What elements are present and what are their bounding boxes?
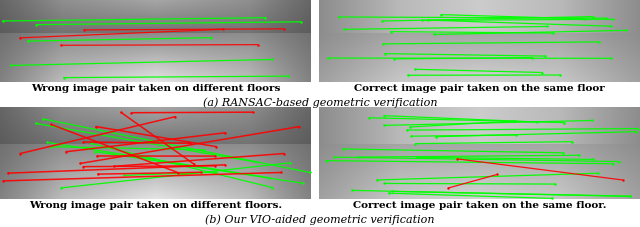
Text: (b) Our VIO-aided geometric verification: (b) Our VIO-aided geometric verification bbox=[205, 213, 435, 224]
Text: Correct image pair taken on the same floor.: Correct image pair taken on the same flo… bbox=[353, 200, 606, 209]
Text: Correct image pair taken on the same floor: Correct image pair taken on the same flo… bbox=[354, 84, 605, 93]
Text: Wrong image pair taken on different floors.: Wrong image pair taken on different floo… bbox=[29, 200, 282, 209]
Text: Wrong image pair taken on different floors: Wrong image pair taken on different floo… bbox=[31, 84, 280, 93]
Text: (a) RANSAC-based geometric verification: (a) RANSAC-based geometric verification bbox=[203, 96, 437, 107]
